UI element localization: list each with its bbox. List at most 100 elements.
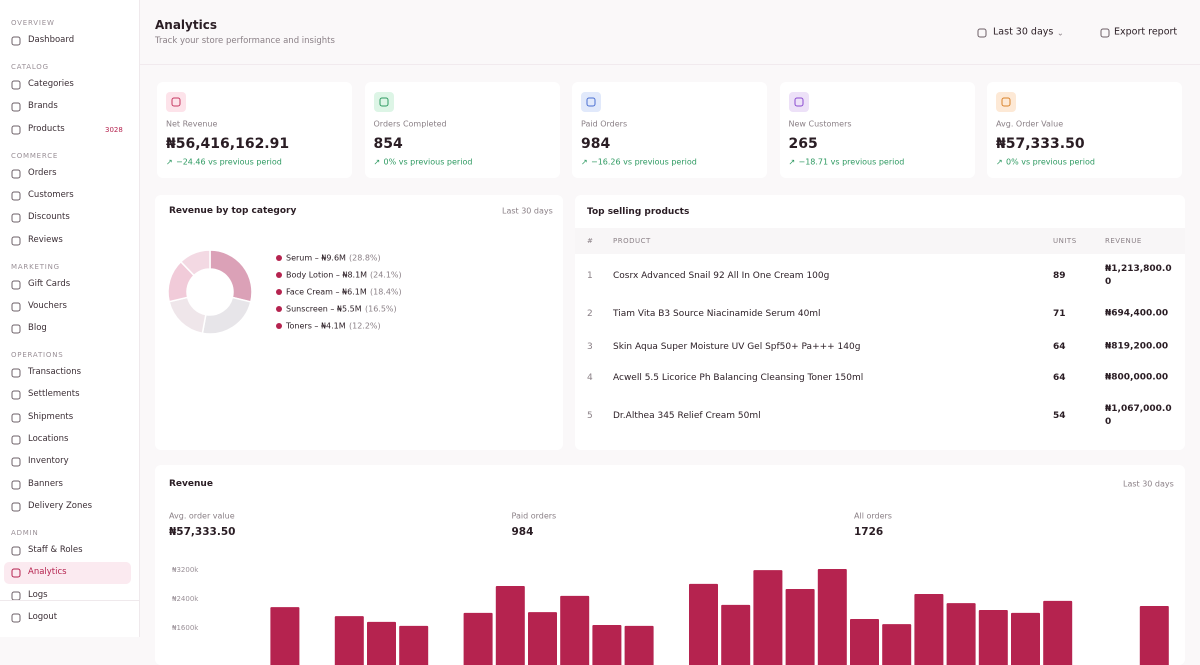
product-name: Acwell 5.5 Licorice Ph Balancing Cleansi… <box>613 372 864 383</box>
bar <box>334 616 364 665</box>
donut-slice <box>179 249 211 277</box>
units: 89 <box>1053 270 1066 281</box>
bar <box>882 624 912 665</box>
icon <box>11 80 21 90</box>
icon-shape <box>11 324 21 334</box>
icon-shape <box>11 302 21 312</box>
icon <box>11 613 21 623</box>
date-range[interactable]: Last 30 days <box>993 26 1054 38</box>
icon <box>11 36 21 46</box>
nav-item[interactable]: Dashboard <box>28 35 75 46</box>
nav-item[interactable]: Vouchers <box>28 300 67 311</box>
revenue: ₦800,000.00 <box>1105 372 1169 383</box>
icon <box>794 97 803 107</box>
nav-item[interactable]: Brands <box>28 101 58 112</box>
legend-share: (28.8%) <box>349 253 381 263</box>
dropdown-caret: ⌄ <box>1057 28 1064 38</box>
bar <box>817 569 847 665</box>
icon-shape <box>11 390 21 400</box>
donut-slice <box>168 296 207 335</box>
icon-shape <box>11 457 21 467</box>
nav-item[interactable]: Categories <box>28 79 74 90</box>
icon <box>11 169 21 179</box>
icon <box>977 28 987 38</box>
page-subtitle: Track your store performance and insight… <box>155 36 335 47</box>
nav-item[interactable]: Reviews <box>28 234 63 245</box>
column-header: UNITS <box>1053 236 1077 245</box>
page-title: Analytics <box>155 18 217 33</box>
icon-shape <box>171 97 181 107</box>
category-panel: Revenue by top category Last 30 days Serum… <box>155 195 563 450</box>
legend-dot <box>276 306 282 312</box>
nav-item[interactable]: Analytics <box>28 567 67 578</box>
trend-icon: ↗ <box>788 157 796 167</box>
nav-item[interactable]: Logs <box>28 589 48 600</box>
stat-icon <box>373 92 394 112</box>
y-tick-label: ₦2400k <box>172 595 199 603</box>
nav-item[interactable]: Orders <box>28 167 57 178</box>
legend-label: Serum – ₦9.6M <box>286 253 346 263</box>
stat-label: New Customers <box>788 119 852 129</box>
bar <box>1139 605 1169 665</box>
nav-item[interactable]: Discounts <box>28 212 70 223</box>
icon-shape <box>11 36 21 46</box>
stat-card: New Customers 265 ↗ −18.71 vs previous peri… <box>779 82 975 178</box>
summary-value: ₦57,333.50 <box>169 525 236 538</box>
trend-icon: ↗ <box>996 157 1003 167</box>
section-title: OVERVIEW <box>11 18 55 27</box>
icon <box>11 435 21 445</box>
nav-item[interactable]: Staff & Roles <box>28 545 83 556</box>
nav-item[interactable]: Transactions <box>28 367 82 378</box>
icon-shape <box>379 97 388 107</box>
icon-shape <box>11 591 21 600</box>
stat-change: 0% vs previous period <box>383 157 473 167</box>
section-title: ADMIN <box>11 528 39 537</box>
product-name: Dr.Althea 345 Relief Cream 50ml <box>613 410 761 421</box>
revenue-panel: Revenue Last 30 days Avg. order value ₦57,3… <box>155 465 1185 665</box>
legend-share: (12.2%) <box>349 321 381 331</box>
stat-label: Net Revenue <box>166 119 218 129</box>
icon <box>11 302 21 312</box>
section-title: COMMERCE <box>11 151 59 160</box>
y-tick-label: ₦3200k <box>172 566 199 574</box>
icon <box>11 457 21 467</box>
logout[interactable]: Logout <box>28 612 58 623</box>
icon <box>11 502 21 512</box>
section-title: CATALOG <box>11 62 49 71</box>
nav-item[interactable]: Settlements <box>28 389 80 400</box>
nav-item[interactable]: Locations <box>28 434 69 445</box>
nav-item[interactable]: Delivery Zones <box>28 501 93 512</box>
nav-item[interactable]: Gift Cards <box>28 278 71 289</box>
nav-item[interactable]: Products <box>28 123 65 134</box>
divider <box>0 600 139 601</box>
icon-shape <box>11 280 21 289</box>
nav-item[interactable]: Shipments <box>28 411 74 422</box>
nav-item[interactable]: Customers <box>28 190 74 201</box>
icon <box>11 591 21 600</box>
column-header: REVENUE <box>1105 236 1142 245</box>
icon <box>586 97 596 107</box>
icon <box>11 390 21 400</box>
section-title: OPERATIONS <box>11 351 64 360</box>
donut-chart <box>167 249 253 335</box>
icon <box>11 368 21 378</box>
trend-icon: ↗ <box>581 157 588 167</box>
icon-shape <box>11 413 21 423</box>
table-header-bg <box>575 228 1185 254</box>
bar <box>689 583 718 665</box>
export-button[interactable]: Export report <box>1114 26 1178 38</box>
icon-shape <box>11 125 21 135</box>
revenue: ₦1,067,000.00 <box>1105 403 1172 427</box>
nav-item[interactable]: Inventory <box>28 456 69 467</box>
icon-shape <box>11 368 21 378</box>
column-header: # <box>587 236 594 245</box>
legend-dot <box>276 272 282 278</box>
bar <box>914 594 944 665</box>
summary-value: 1726 <box>854 525 884 538</box>
trend-icon: ↗ <box>166 157 173 167</box>
icon-shape <box>11 191 21 201</box>
icon-shape <box>977 28 987 38</box>
nav-item[interactable]: Blog <box>28 323 47 334</box>
nav-item[interactable]: Banners <box>28 478 63 489</box>
